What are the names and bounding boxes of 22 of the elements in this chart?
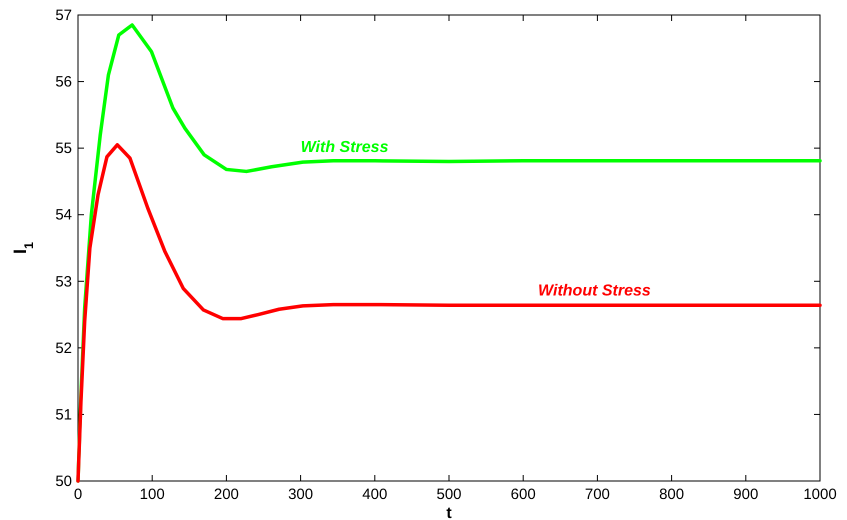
series-label: Without Stress [538,282,651,300]
x-tick-label: 300 [288,486,314,503]
x-tick-label: 700 [584,486,610,503]
x-tick-label: 100 [140,486,165,503]
series-label: With Stress [300,139,389,156]
x-tick-label: 800 [659,486,684,503]
y-tick-label: 51 [55,406,72,424]
x-tick-label: 900 [733,486,758,503]
x-tick-label: 0 [74,486,82,503]
x-tick-label: 1000 [803,486,837,503]
y-tick-label: 54 [55,206,72,224]
y-tick-label: 52 [55,340,72,357]
y-tick-label: 50 [55,473,72,490]
y-tick-label: 56 [55,74,72,91]
x-tick-label: 400 [362,486,388,503]
y-tick-label: 57 [55,7,72,24]
y-tick-label: 55 [55,140,72,158]
y-tick-label: 53 [55,273,72,290]
x-tick-label: 500 [436,486,462,503]
x-tick-label: 600 [510,486,536,503]
x-tick-label: 200 [214,486,239,503]
x-axis-title: t [446,505,452,520]
